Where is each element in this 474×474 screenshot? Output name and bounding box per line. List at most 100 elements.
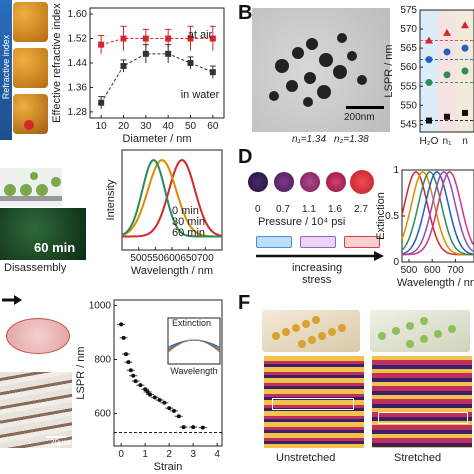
stretched-caption: Stretched <box>394 452 442 464</box>
series-line-0 <box>121 158 223 238</box>
panel-letter-f: F <box>238 292 251 314</box>
plot-frame <box>113 299 223 447</box>
data-point <box>133 379 138 384</box>
series-line-4 <box>401 171 474 256</box>
data-point <box>126 360 131 365</box>
legend-at-air: at air <box>188 29 213 41</box>
data-point <box>98 41 105 48</box>
plot-frame <box>419 9 474 133</box>
data-point <box>165 50 172 57</box>
pressure-swatches <box>248 170 376 200</box>
y-tick-label: 1.36 <box>68 82 88 93</box>
y-axis-label: LSPR / nm <box>75 346 87 399</box>
swatch-3 <box>326 172 346 192</box>
data-point <box>462 109 468 116</box>
inset-x-label: Wavelength <box>170 366 217 376</box>
chain-blue <box>256 236 292 248</box>
x-tick-label: 700 <box>197 253 214 264</box>
data-point <box>145 389 150 394</box>
series-line-0 <box>101 38 213 46</box>
x-tick-label: 20 <box>118 121 130 132</box>
x-tick-label: 10 <box>96 121 108 132</box>
pressure-axis-label: Pressure / 10⁴ psi <box>258 216 346 228</box>
legend-1: 30 min <box>172 216 205 228</box>
y-tick-label: 0 <box>393 257 399 268</box>
plot-frame <box>401 169 474 263</box>
y-tick-label: 800 <box>94 354 111 365</box>
data-point <box>443 48 451 56</box>
stretched-highlight-box <box>378 412 468 424</box>
data-point <box>142 50 149 57</box>
tem-scalebar-label: 200nm <box>344 112 375 123</box>
x-tick-label: 500 <box>401 265 418 276</box>
data-point <box>209 35 216 42</box>
x-tick-label: 3 <box>190 449 196 460</box>
panel-letter-d: D <box>238 146 253 168</box>
inset-series-0 <box>167 339 221 348</box>
tem-scalebar <box>346 106 384 109</box>
data-point <box>119 322 124 327</box>
x-tick-label: 700 <box>447 265 464 276</box>
x-tick-label: 500 <box>130 253 147 264</box>
panel-a-illustration: Refractive index <box>0 0 48 140</box>
y-tick-label: 1.28 <box>68 107 88 118</box>
y-axis-label: Intensity <box>105 179 117 220</box>
y-tick-label: 1.44 <box>68 58 88 69</box>
x-tick-label: 60 <box>207 121 219 132</box>
unstretched-highlight-box <box>272 398 354 410</box>
y-tick-label: 1.52 <box>68 34 88 45</box>
film-scalebar-label: 20μm <box>50 438 71 447</box>
data-point <box>167 406 172 411</box>
swatch-1 <box>274 172 294 192</box>
y-axis-label: Effective refractive index <box>51 3 63 123</box>
y-tick-label: 550 <box>400 100 417 111</box>
x-axis-label: Wavelength / nm <box>131 265 213 277</box>
x-tick-label: 50 <box>185 121 197 132</box>
stretched-film-image <box>0 372 72 448</box>
inset-y-label: Extinction <box>172 318 211 328</box>
unstretched-illustration <box>262 310 360 352</box>
inset-frame <box>167 317 221 365</box>
stretched-ellipse <box>6 318 70 354</box>
y-tick-label: 1000 <box>89 300 112 311</box>
data-point <box>444 113 450 120</box>
y-tick-label: 565 <box>400 43 417 54</box>
unstretched-map <box>264 356 364 448</box>
inset-series-2 <box>167 339 221 352</box>
x-tick-label: n <box>462 136 468 147</box>
data-point <box>162 400 167 405</box>
y-tick-label: 1 <box>393 165 399 176</box>
swatch-0 <box>248 172 268 192</box>
data-point <box>425 36 433 44</box>
data-point <box>176 414 181 419</box>
film-scalebar <box>46 436 66 438</box>
x-tick-label: 550 <box>147 253 164 264</box>
swatch-2 <box>300 172 320 192</box>
tem-image <box>252 8 390 132</box>
data-point <box>443 28 451 36</box>
x-axis-label: Wavelength / nm <box>397 277 474 289</box>
y-tick-label: 1.60 <box>68 9 88 20</box>
data-point <box>425 56 433 64</box>
series-line-3 <box>401 171 474 255</box>
pressure-value-2: 1.1 <box>302 204 316 215</box>
series-line-1 <box>100 53 214 103</box>
data-point <box>142 35 149 42</box>
data-point <box>443 71 451 79</box>
inset-series-3 <box>167 339 221 353</box>
series-line-0 <box>401 171 474 256</box>
legend-in-water: in water <box>181 89 220 101</box>
y-tick-label: 570 <box>400 24 417 35</box>
data-point <box>98 99 105 106</box>
data-point <box>187 35 194 42</box>
data-point <box>461 44 469 52</box>
data-point <box>121 335 126 340</box>
x-tick-label: 1 <box>142 449 148 460</box>
data-point <box>128 368 133 373</box>
data-point <box>461 21 469 29</box>
y-tick-label: 600 <box>94 409 111 420</box>
y-tick-label: 555 <box>400 81 417 92</box>
pressure-value-0: 0 <box>255 204 261 215</box>
legend-0: 0 min <box>172 205 199 217</box>
y-axis-label: Extinction <box>375 192 387 240</box>
